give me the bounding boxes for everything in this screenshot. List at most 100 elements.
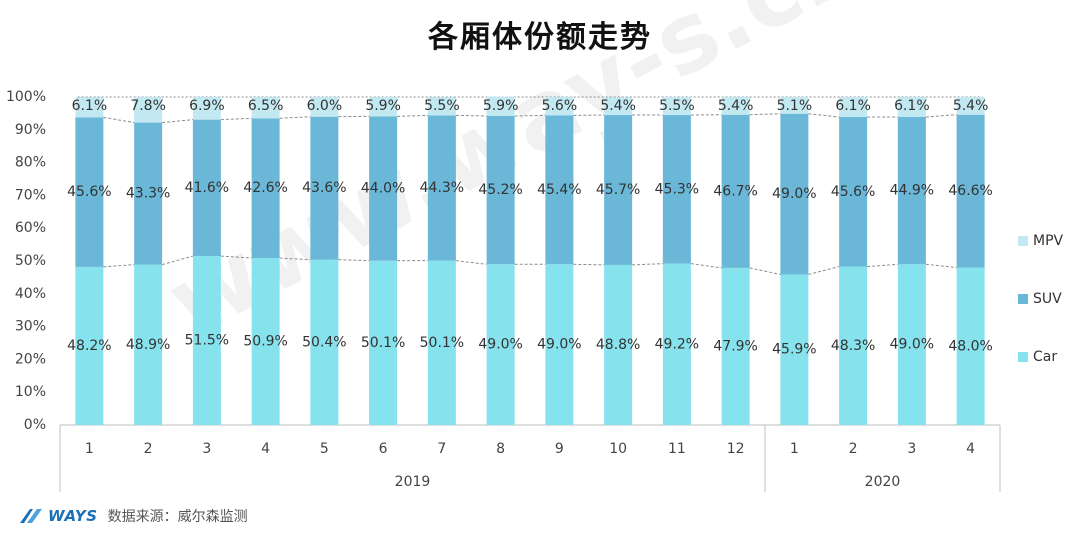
bar-car [545, 264, 574, 425]
x-tick-label: 7 [437, 441, 446, 457]
bar-car [780, 274, 809, 425]
bar-mpv [427, 97, 456, 116]
data-label-car: 50.1% [361, 335, 405, 351]
bar-car [662, 263, 691, 425]
y-tick-label: 80% [15, 155, 46, 171]
y-tick-label: 100% [6, 89, 46, 105]
connector-line [161, 255, 194, 266]
bar-car [251, 258, 280, 425]
data-label-suv: 45.2% [478, 182, 522, 198]
bar-mpv [369, 97, 398, 117]
bar-mpv [75, 97, 104, 118]
y-tick-label: 70% [15, 187, 46, 203]
data-label-suv: 44.0% [361, 181, 405, 197]
bar-mpv [192, 97, 221, 120]
connector-line [103, 264, 135, 268]
bar-suv [897, 117, 926, 265]
data-label-car: 49.0% [890, 337, 934, 353]
data-label-mpv: 6.9% [189, 98, 225, 114]
x-tick-label: 1 [790, 441, 799, 457]
data-label-car: 48.0% [948, 338, 992, 354]
data-label-car: 48.3% [831, 338, 875, 354]
bar-car [369, 260, 398, 425]
connector-line [338, 259, 370, 262]
x-tick-label: 3 [202, 441, 211, 457]
data-label-suv: 45.4% [537, 182, 581, 198]
data-label-car: 49.2% [655, 336, 699, 352]
y-tick-label: 60% [15, 220, 46, 236]
connector-line [103, 116, 135, 124]
bar-car [486, 264, 515, 425]
bar-mpv [662, 97, 691, 116]
data-label-mpv: 5.4% [600, 98, 636, 114]
data-label-suv: 46.7% [713, 183, 757, 199]
data-label-car: 48.8% [596, 337, 640, 353]
data-label-car: 45.9% [772, 342, 816, 358]
bar-mpv [897, 97, 926, 118]
connector-line [397, 114, 428, 117]
bar-mpv [545, 97, 574, 116]
data-label-mpv: 5.1% [777, 98, 813, 114]
bar-suv [75, 117, 104, 267]
connector-line [749, 113, 781, 116]
data-label-suv: 45.6% [831, 184, 875, 200]
bar-car [721, 267, 750, 425]
x-tick-label: 12 [727, 441, 745, 457]
connector-line [162, 119, 193, 124]
x-tick-label: 9 [555, 441, 564, 457]
bar-mpv [486, 96, 515, 117]
data-label-suv: 41.6% [185, 180, 229, 196]
chart-title: 各厢体份额走势 [428, 20, 652, 55]
bar-suv [662, 115, 691, 264]
data-label-car: 47.9% [713, 338, 757, 354]
bar-car [604, 264, 633, 425]
x-tick-label: 6 [379, 441, 388, 457]
y-tick-label: 30% [15, 319, 46, 335]
data-label-mpv: 5.4% [953, 98, 989, 114]
x-tick-label: 1 [85, 441, 94, 457]
y-tick-label: 10% [15, 384, 46, 400]
connector-line [279, 116, 311, 119]
bar-mpv [604, 97, 633, 116]
data-label-suv: 45.3% [655, 181, 699, 197]
bar-mpv [310, 97, 339, 117]
connector-line [808, 266, 840, 275]
data-label-suv: 49.0% [772, 186, 816, 202]
legend-swatch-mpv [1018, 236, 1028, 246]
data-label-suv: 44.9% [890, 183, 934, 199]
bar-mpv [839, 97, 868, 118]
bar-mpv [956, 97, 985, 115]
data-label-suv: 45.6% [67, 184, 111, 200]
x-tick-label: 4 [261, 441, 270, 457]
bar-suv [427, 115, 456, 261]
bar-suv [251, 118, 280, 259]
bar-mpv [780, 97, 809, 114]
bar-suv [839, 117, 868, 267]
connector-line [749, 267, 781, 275]
bar-suv [956, 114, 985, 268]
x-tick-label: 11 [668, 441, 686, 457]
connector-line [632, 263, 663, 266]
bar-car [134, 264, 163, 425]
data-label-car: 48.9% [126, 337, 170, 353]
data-label-car: 48.2% [67, 338, 111, 354]
x-tick-label: 4 [966, 441, 975, 457]
legend-swatch-suv [1018, 294, 1028, 304]
data-label-mpv: 7.8% [130, 98, 166, 114]
x-tick-label: 3 [907, 441, 916, 457]
y-tick-label: 50% [15, 253, 46, 269]
legend-label-car: Car [1033, 349, 1057, 365]
bar-mpv [251, 97, 280, 119]
connector-line [867, 263, 898, 268]
data-label-mpv: 5.5% [424, 98, 460, 114]
source-text: 数据来源：威尔森监测 [107, 509, 248, 525]
connector-line [925, 114, 957, 118]
y-tick-label: 0% [24, 417, 46, 433]
data-label-mpv: 6.1% [72, 98, 108, 114]
bar-car [956, 267, 985, 425]
x-tick-label: 8 [496, 441, 505, 457]
connector-line [279, 257, 311, 261]
data-label-suv: 43.3% [126, 186, 170, 202]
connector-line [220, 117, 252, 121]
